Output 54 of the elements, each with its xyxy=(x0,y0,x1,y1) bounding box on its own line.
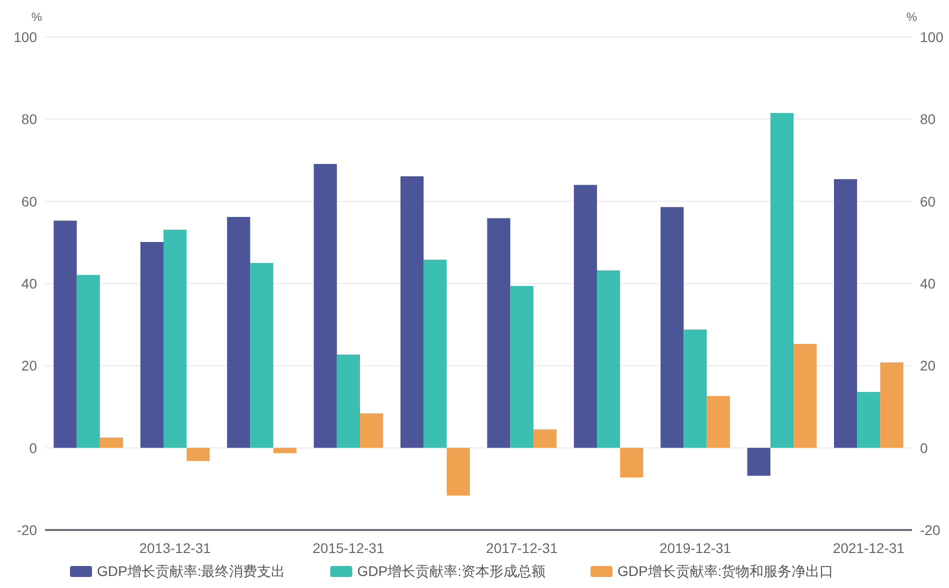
x-tick-label: 2019-12-31 xyxy=(659,540,732,556)
bar xyxy=(834,179,858,448)
y-tick-label: 60 xyxy=(21,193,38,210)
y-tick-label: 20 xyxy=(21,358,38,374)
legend-label: GDP增长贡献率:货物和服务净出口 xyxy=(617,563,834,579)
x-tick-label: 2021-12-31 xyxy=(832,540,905,556)
y2-tick-label: 20 xyxy=(920,358,936,374)
y2-tick-label: 60 xyxy=(920,193,936,210)
y2-tick-label: 40 xyxy=(920,276,936,292)
y2-axis-title: % xyxy=(906,10,918,24)
bar xyxy=(424,260,447,448)
bar xyxy=(533,429,557,448)
bar xyxy=(400,176,424,448)
bar xyxy=(163,230,187,448)
bar xyxy=(446,448,470,496)
bar xyxy=(684,330,707,448)
y-tick-label: 40 xyxy=(21,276,38,292)
bar xyxy=(360,413,384,448)
bar xyxy=(314,164,337,448)
bar xyxy=(596,270,620,448)
bar xyxy=(794,344,817,448)
y2-tick-label: -20 xyxy=(920,522,940,538)
y-tick-label: 0 xyxy=(29,440,38,456)
bar xyxy=(620,448,644,478)
x-tick-label: 2013-12-31 xyxy=(139,540,212,556)
bar xyxy=(100,438,124,448)
legend-label: GDP增长贡献率:最终消费支出 xyxy=(97,563,286,579)
bar xyxy=(660,207,684,448)
bar xyxy=(140,242,164,448)
x-tick-label: 2017-12-31 xyxy=(486,540,558,556)
y-axis-title: % xyxy=(31,10,42,24)
y2-tick-label: 100 xyxy=(920,29,944,45)
bar xyxy=(336,354,360,448)
y-tick-label: 100 xyxy=(14,29,38,45)
y-tick-label: 80 xyxy=(21,111,38,128)
bar xyxy=(770,113,794,448)
bar xyxy=(706,396,730,448)
bar xyxy=(273,448,296,454)
bar xyxy=(857,392,880,448)
bar xyxy=(227,216,250,448)
bar xyxy=(76,274,100,448)
bar xyxy=(574,184,597,448)
y2-tick-label: 0 xyxy=(920,440,928,456)
x-tick-label: 2015-12-31 xyxy=(312,540,384,556)
bar xyxy=(880,362,904,448)
bar xyxy=(186,448,210,461)
bar xyxy=(510,286,534,448)
y-tick-label: -20 xyxy=(16,522,38,538)
bar xyxy=(747,448,770,476)
bar xyxy=(487,218,510,448)
y2-tick-label: 80 xyxy=(920,111,936,128)
bar xyxy=(250,262,274,448)
legend-label: GDP增长贡献率:资本形成总额 xyxy=(357,563,546,579)
bar xyxy=(54,220,77,448)
